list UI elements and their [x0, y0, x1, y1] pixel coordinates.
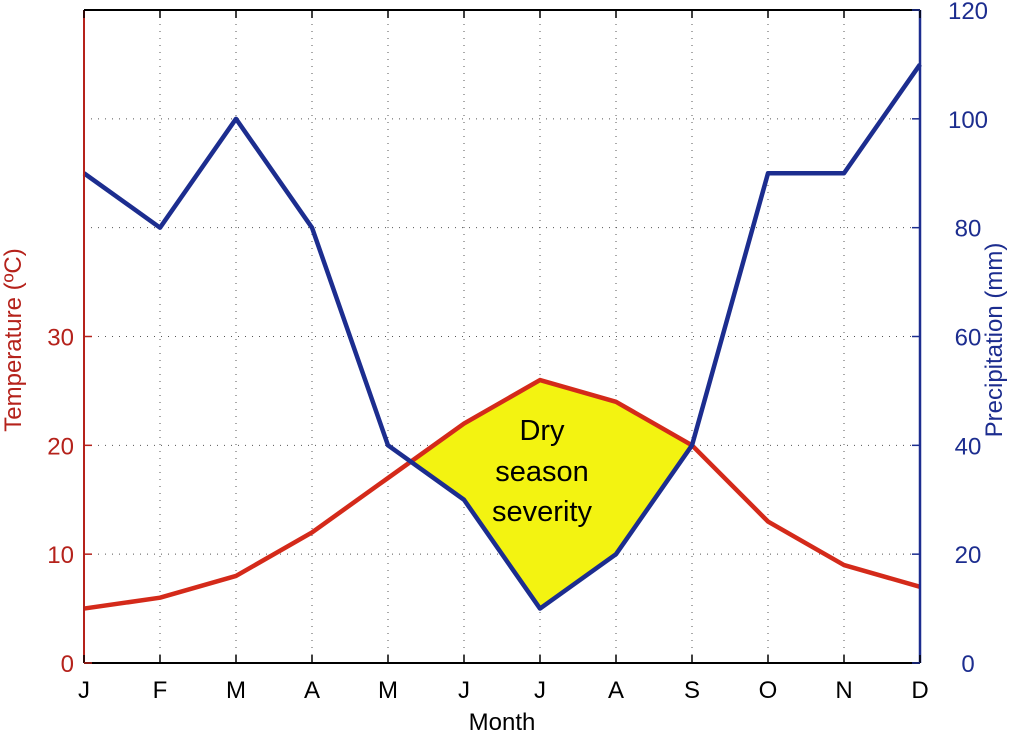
- x-tick-label: M: [378, 677, 398, 704]
- x-tick-label: J: [534, 677, 546, 704]
- series-lines: [82, 63, 922, 611]
- axes: [83, 9, 922, 664]
- right-tick-labels: 0 20 40 60 80 100 120: [948, 0, 988, 678]
- x-tick-label: N: [835, 677, 852, 704]
- x-tick-label: J: [458, 677, 470, 704]
- x-tick-label: S: [684, 677, 700, 704]
- left-tick-label: 10: [47, 542, 74, 569]
- x-axis-title: Month: [469, 709, 536, 736]
- right-tick-label: 40: [955, 433, 982, 460]
- left-tick-labels: 0 10 20 30: [47, 325, 74, 679]
- right-tick-label: 60: [955, 325, 982, 352]
- right-tick-label: 100: [948, 107, 988, 134]
- left-tick-label: 30: [47, 325, 74, 352]
- precipitation-line: [82, 63, 922, 611]
- x-tick-label: O: [759, 677, 778, 704]
- x-tick-label: A: [304, 677, 320, 704]
- annotation-line-3: severity: [492, 496, 592, 528]
- left-axis-title: Temperature (ºC): [0, 248, 27, 431]
- x-tick-label: A: [608, 677, 624, 704]
- x-tick-label: D: [911, 677, 928, 704]
- grid: [84, 10, 920, 663]
- right-tick-label: 80: [955, 216, 982, 243]
- x-tick-label: F: [153, 677, 168, 704]
- right-tick-label: 0: [961, 651, 974, 678]
- annotation-line-2: season: [495, 456, 589, 488]
- left-tick-label: 20: [47, 433, 74, 460]
- right-tick-label: 20: [955, 542, 982, 569]
- right-axis-title: Precipitation (mm): [981, 243, 1008, 438]
- annotation-line-1: Dry: [519, 415, 565, 447]
- dry-season-area: [410, 380, 692, 609]
- x-tick-label: J: [78, 677, 90, 704]
- left-tick-label: 0: [61, 651, 74, 678]
- temperature-line: [83, 377, 921, 611]
- dry-season-fill: [410, 380, 692, 609]
- right-tick-label: 120: [948, 0, 988, 25]
- x-tick-label: M: [226, 677, 246, 704]
